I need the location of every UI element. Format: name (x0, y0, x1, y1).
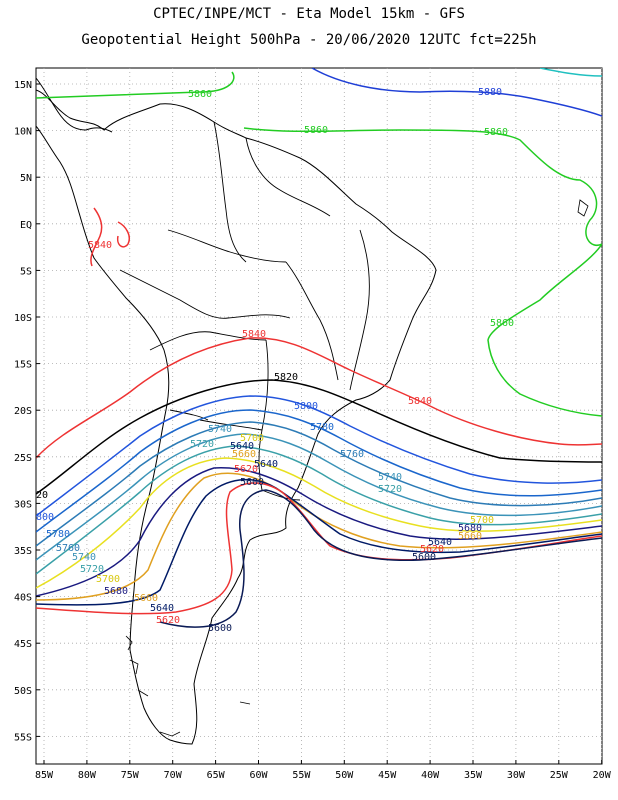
label-5840: 5840 (242, 329, 266, 340)
contour-5700 (36, 457, 602, 589)
label-5700: 5700 (96, 574, 120, 585)
label-5840: 5840 (88, 240, 112, 251)
contour-labels: 5860 5860 5860 5860 5880 5840 5840 5840 … (36, 87, 514, 634)
label-5800: 5800 (294, 401, 318, 412)
contour-5740 (36, 433, 602, 561)
lat-tick-label: 35S (14, 546, 32, 557)
lat-tick-label: 50S (14, 686, 32, 697)
longitude-labels: 85W 80W 75W 70W 65W 60W 55W 50W 45W 40W 35W 30W 25W 2… (35, 760, 612, 781)
label-5740: 5740 (378, 472, 402, 483)
lon-tick-label: 45W (378, 770, 397, 781)
lat-tick-label: 45S (14, 639, 32, 650)
lat-tick-label: 5S (20, 266, 32, 277)
label-5640: 5640 (254, 459, 278, 470)
label-5720: 5720 (190, 439, 214, 450)
label-5660: 5660 (232, 449, 256, 460)
lon-tick-label: 25W (550, 770, 569, 781)
label-5640: 5640 (230, 441, 254, 452)
label-5680: 5680 (104, 586, 128, 597)
contour-5860-east (243, 127, 602, 247)
lon-tick-label: 60W (249, 770, 268, 781)
map-frame (35, 67, 603, 765)
contour-5880 (311, 68, 602, 117)
label-5700: 5700 (240, 433, 264, 444)
lon-tick-label: 65W (207, 770, 226, 781)
label-5740: 5740 (72, 552, 96, 563)
contour-lines (36, 68, 602, 628)
contour-5860-north (36, 71, 235, 99)
label-5660: 5660 (458, 531, 482, 542)
label-5680: 5680 (458, 523, 482, 534)
lat-tick-label: EQ (20, 220, 32, 231)
contour-5780 (36, 409, 602, 533)
contour-5840 (36, 337, 602, 459)
label-5600: 5600 (208, 623, 232, 634)
label-5880: 5880 (478, 87, 502, 98)
lat-tick-label: 25S (14, 453, 32, 464)
lon-tick-label: 50W (335, 770, 354, 781)
lon-tick-label: 55W (292, 770, 311, 781)
lon-tick-label: 85W (35, 770, 54, 781)
lon-tick-label: 35W (464, 770, 483, 781)
lat-tick-label: 15N (14, 80, 32, 91)
label-5700: 5700 (470, 515, 494, 526)
label-5860: 5860 (188, 89, 212, 100)
label-5720: 5720 (80, 564, 104, 575)
contour-5880-cyan (539, 68, 602, 77)
contour-5660 (36, 472, 602, 601)
lon-tick-label: 20W (593, 770, 612, 781)
graticule (36, 68, 603, 764)
label-5720: 5720 (378, 484, 402, 495)
contour-5800 (36, 395, 602, 517)
lon-tick-label: 40W (421, 770, 440, 781)
contour-5760 (36, 421, 602, 547)
label-5800: 800 (36, 512, 54, 523)
lat-tick-label: 15S (14, 360, 32, 371)
label-5600: 5600 (412, 552, 436, 563)
label-5860: 5860 (304, 125, 328, 136)
contour-5820 (36, 379, 602, 495)
label-5600: 5600 (240, 477, 264, 488)
label-5620: 5620 (234, 464, 258, 475)
lon-tick-label: 75W (121, 770, 140, 781)
label-5760: 5760 (56, 543, 80, 554)
lat-tick-label: 10N (14, 127, 32, 138)
lat-tick-label: 30S (14, 499, 32, 510)
label-5740: 5740 (208, 424, 232, 435)
label-5820: 5820 (274, 372, 298, 383)
label-5860: 5860 (490, 318, 514, 329)
latitude-labels: 15N 10N 5N EQ 5S 10S 15S 20S 25S 30S 35S 40S 45S 50S 5… (14, 80, 40, 743)
label-5660: 5660 (134, 593, 158, 604)
label-5820: 20 (36, 490, 48, 501)
contour-5600 (159, 489, 602, 628)
central-america-coastline (36, 77, 113, 133)
label-5760: 5760 (340, 449, 364, 460)
lat-tick-label: 20S (14, 406, 32, 417)
contour-5680 (36, 467, 602, 597)
label-5860: 5860 (484, 127, 508, 138)
lat-tick-label: 55S (14, 732, 32, 743)
label-5840: 5840 (408, 396, 432, 407)
label-5640: 5640 (428, 537, 452, 548)
label-5620: 5620 (420, 544, 444, 555)
lon-tick-label: 30W (507, 770, 526, 781)
lon-tick-label: 80W (78, 770, 97, 781)
south-america-coastline (36, 89, 437, 745)
title-line-1: CPTEC/INPE/MCT - Eta Model 15km - GFS (153, 6, 465, 22)
label-5640: 5640 (150, 603, 174, 614)
label-5780: 5780 (310, 422, 334, 433)
contour-5860-atlantic (487, 243, 602, 417)
southern-islands (125, 199, 589, 737)
contour-5720 (36, 445, 602, 575)
lon-tick-label: 70W (164, 770, 183, 781)
lat-tick-label: 5N (20, 173, 32, 184)
label-5620: 5620 (156, 615, 180, 626)
label-5780: 5780 (46, 529, 70, 540)
title-line-2: Geopotential Height 500hPa - 20/06/2020 … (81, 32, 537, 48)
lat-tick-label: 40S (14, 593, 32, 604)
contour-5840-andes (90, 207, 130, 267)
lat-tick-label: 10S (14, 313, 32, 324)
